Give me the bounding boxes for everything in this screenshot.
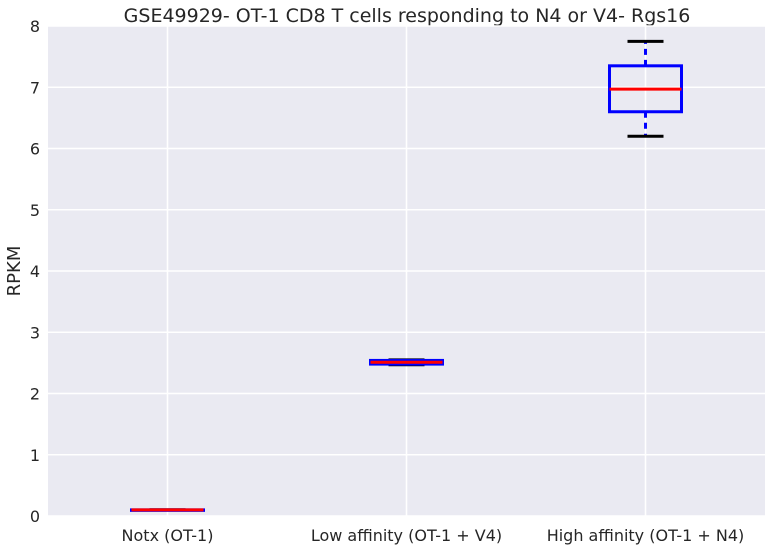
y-tick-label: 6 bbox=[30, 140, 40, 159]
y-tick-label: 0 bbox=[30, 507, 40, 526]
y-axis-ticks: 0 1 2 3 4 5 6 7 8 bbox=[30, 17, 40, 526]
x-tick-label: Low affinity (OT-1 + V4) bbox=[311, 526, 502, 545]
y-tick-label: 4 bbox=[30, 262, 40, 281]
grid-lines bbox=[48, 25, 765, 517]
y-tick-label: 3 bbox=[30, 323, 40, 342]
chart-title: GSE49929- OT-1 CD8 T cells responding to… bbox=[124, 5, 691, 27]
y-axis-label: RPKM bbox=[4, 246, 25, 297]
box-1 bbox=[130, 508, 205, 512]
x-tick-label: High affinity (OT-1 + N4) bbox=[547, 526, 745, 545]
y-tick-label: 7 bbox=[30, 78, 40, 97]
x-axis-ticks: Notx (OT-1) Low affinity (OT-1 + V4) High … bbox=[122, 526, 745, 545]
boxes bbox=[130, 39, 683, 512]
y-tick-label: 2 bbox=[30, 385, 40, 404]
y-tick-label: 5 bbox=[30, 201, 40, 220]
y-tick-label: 1 bbox=[30, 446, 40, 465]
x-tick-label: Notx (OT-1) bbox=[122, 526, 214, 545]
box-3 bbox=[608, 39, 683, 138]
box-2 bbox=[369, 358, 444, 367]
y-tick-label: 8 bbox=[30, 17, 40, 36]
